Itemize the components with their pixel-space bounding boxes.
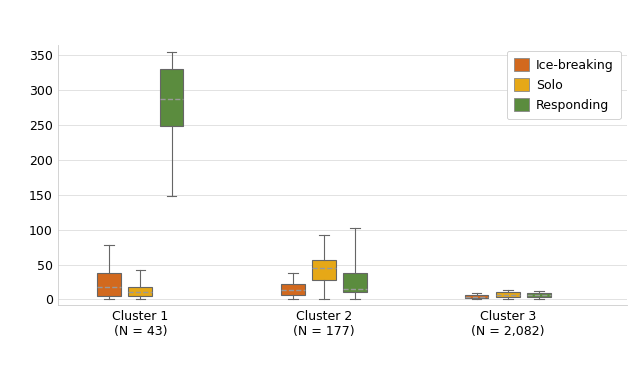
PathPatch shape <box>343 273 367 292</box>
PathPatch shape <box>97 273 121 296</box>
PathPatch shape <box>527 293 551 297</box>
PathPatch shape <box>159 69 184 126</box>
PathPatch shape <box>129 287 152 296</box>
Legend: Ice-breaking, Solo, Responding: Ice-breaking, Solo, Responding <box>507 51 621 119</box>
PathPatch shape <box>496 292 520 296</box>
PathPatch shape <box>312 260 336 280</box>
PathPatch shape <box>281 284 305 295</box>
PathPatch shape <box>465 295 488 298</box>
